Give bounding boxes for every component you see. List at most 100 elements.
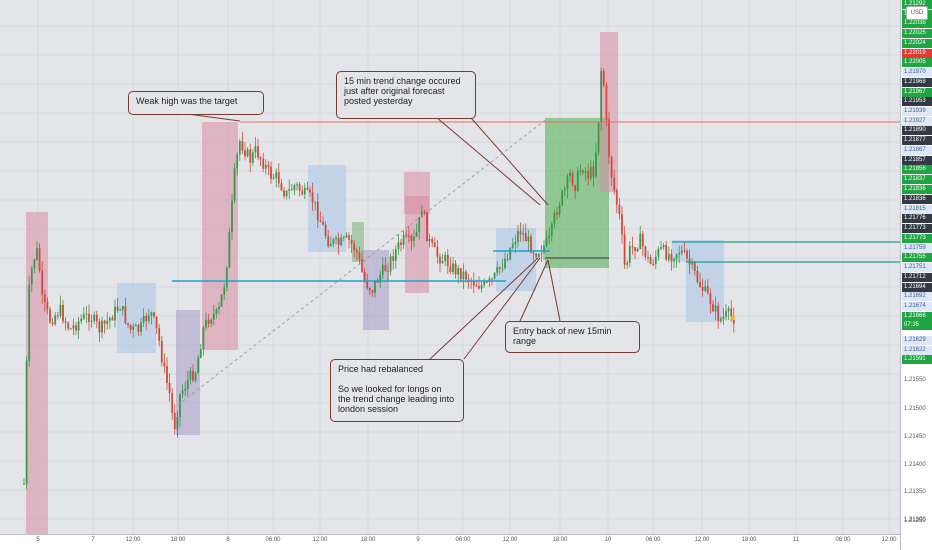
candle-body bbox=[602, 71, 605, 86]
candle-body bbox=[290, 189, 293, 191]
candle-body bbox=[673, 258, 675, 262]
chart-pane[interactable]: Weak high was the target 15 min trend ch… bbox=[0, 0, 900, 534]
candle-body bbox=[699, 281, 701, 288]
price-label: 1.21450 bbox=[904, 434, 926, 440]
candle-body bbox=[41, 270, 44, 295]
time-label: 8 bbox=[226, 537, 230, 543]
note-rebalanced[interactable]: Price had rebalanced So we looked for lo… bbox=[330, 359, 464, 422]
price-chart[interactable] bbox=[0, 0, 900, 534]
candle-body bbox=[571, 172, 574, 186]
price-label: 07:35 bbox=[902, 321, 932, 330]
candle-body bbox=[446, 255, 449, 267]
candle-body bbox=[283, 190, 285, 197]
price-label: 1.21629 bbox=[902, 336, 932, 345]
candle-body bbox=[350, 240, 353, 244]
candle-body bbox=[634, 247, 636, 252]
candle-body bbox=[267, 164, 270, 167]
candle-body bbox=[46, 301, 49, 310]
candle-body bbox=[376, 281, 379, 283]
price-label: 1.21836 bbox=[902, 195, 932, 204]
time-label: 06:00 bbox=[455, 537, 471, 543]
candle-body bbox=[132, 326, 135, 330]
candle-body bbox=[725, 311, 727, 317]
candle-body bbox=[218, 306, 220, 310]
candle-body bbox=[137, 324, 140, 332]
candle-body bbox=[498, 267, 501, 269]
price-label: 1.21776 bbox=[902, 214, 932, 223]
candle-body bbox=[111, 317, 114, 321]
candle-body bbox=[264, 164, 267, 169]
candle-body bbox=[693, 262, 696, 272]
price-label: 1.22025 bbox=[902, 29, 932, 38]
candle-body bbox=[98, 321, 101, 333]
candle-body bbox=[384, 264, 387, 272]
price-scale[interactable]: 1.220541.220471.220381.220251.220241.220… bbox=[900, 0, 932, 550]
candle-body bbox=[387, 271, 389, 273]
candle-body bbox=[241, 141, 244, 151]
candle-body bbox=[608, 119, 610, 157]
candle-body bbox=[379, 274, 382, 283]
candle-body bbox=[303, 187, 306, 195]
candle-body bbox=[501, 268, 504, 270]
highlight-zone bbox=[352, 222, 364, 262]
candle-body bbox=[82, 314, 85, 319]
currency-button[interactable]: USD bbox=[906, 6, 928, 20]
price-label: 1.21968 bbox=[902, 78, 932, 87]
time-label: 06:00 bbox=[265, 537, 281, 543]
candle-body bbox=[595, 152, 597, 177]
price-label: 1.21970 bbox=[902, 68, 932, 77]
candle-body bbox=[462, 271, 465, 280]
price-label: 1.21666 bbox=[902, 312, 932, 321]
candle-body bbox=[610, 156, 613, 178]
candle-body bbox=[452, 263, 454, 272]
candle-body bbox=[163, 362, 166, 367]
candle-body bbox=[717, 305, 720, 321]
highlight-zone bbox=[404, 172, 430, 214]
candle-body bbox=[556, 212, 558, 215]
candle-body bbox=[514, 241, 517, 245]
candle-body bbox=[475, 285, 478, 287]
time-label: 18:00 bbox=[360, 537, 376, 543]
candle-body bbox=[537, 254, 540, 258]
price-label: 1.21712 bbox=[902, 273, 932, 282]
candle-body bbox=[368, 287, 371, 291]
candle-body bbox=[686, 251, 688, 259]
note-weak-high[interactable]: Weak high was the target bbox=[128, 91, 264, 115]
candle-body bbox=[207, 319, 210, 324]
candle-body bbox=[288, 189, 291, 191]
candle-body bbox=[576, 170, 579, 192]
candle-body bbox=[532, 252, 535, 254]
candle-body bbox=[563, 188, 566, 191]
price-label: 1.21953 bbox=[902, 97, 932, 106]
price-label: 1.22005 bbox=[902, 58, 932, 67]
highlight-zone bbox=[117, 283, 156, 353]
candle-body bbox=[675, 254, 678, 259]
candle-body bbox=[628, 246, 631, 263]
candle-body bbox=[49, 309, 51, 323]
price-label: 1.21867 bbox=[902, 146, 932, 155]
candle-body bbox=[457, 268, 460, 275]
candle-body bbox=[119, 310, 122, 312]
candle-body bbox=[337, 237, 340, 246]
candle-body bbox=[249, 149, 252, 163]
time-scale[interactable]: 5 7 12:00 18:00 8 06:00 12:00 18:00 9 06:00 12:00 1… bbox=[0, 534, 900, 550]
candle-body bbox=[106, 320, 109, 324]
candle-body bbox=[654, 256, 657, 264]
candle-body bbox=[618, 204, 621, 215]
note-trend-change[interactable]: 15 min trend change occured just after o… bbox=[336, 71, 476, 119]
price-label: 1.21350 bbox=[904, 489, 926, 495]
candle-body bbox=[558, 204, 561, 215]
candle-body bbox=[202, 327, 205, 350]
candle-body bbox=[228, 232, 231, 268]
candle-body bbox=[428, 239, 431, 242]
candle-body bbox=[233, 168, 236, 201]
candle-body bbox=[85, 313, 88, 315]
candle-body bbox=[649, 257, 652, 264]
candle-body bbox=[160, 341, 163, 363]
candle-body bbox=[329, 243, 332, 247]
candle-body bbox=[530, 236, 532, 253]
note-entry[interactable]: Entry back of new 15min range bbox=[505, 321, 640, 353]
candle-body bbox=[142, 315, 145, 323]
candle-body bbox=[467, 279, 470, 281]
candle-body bbox=[392, 256, 395, 261]
